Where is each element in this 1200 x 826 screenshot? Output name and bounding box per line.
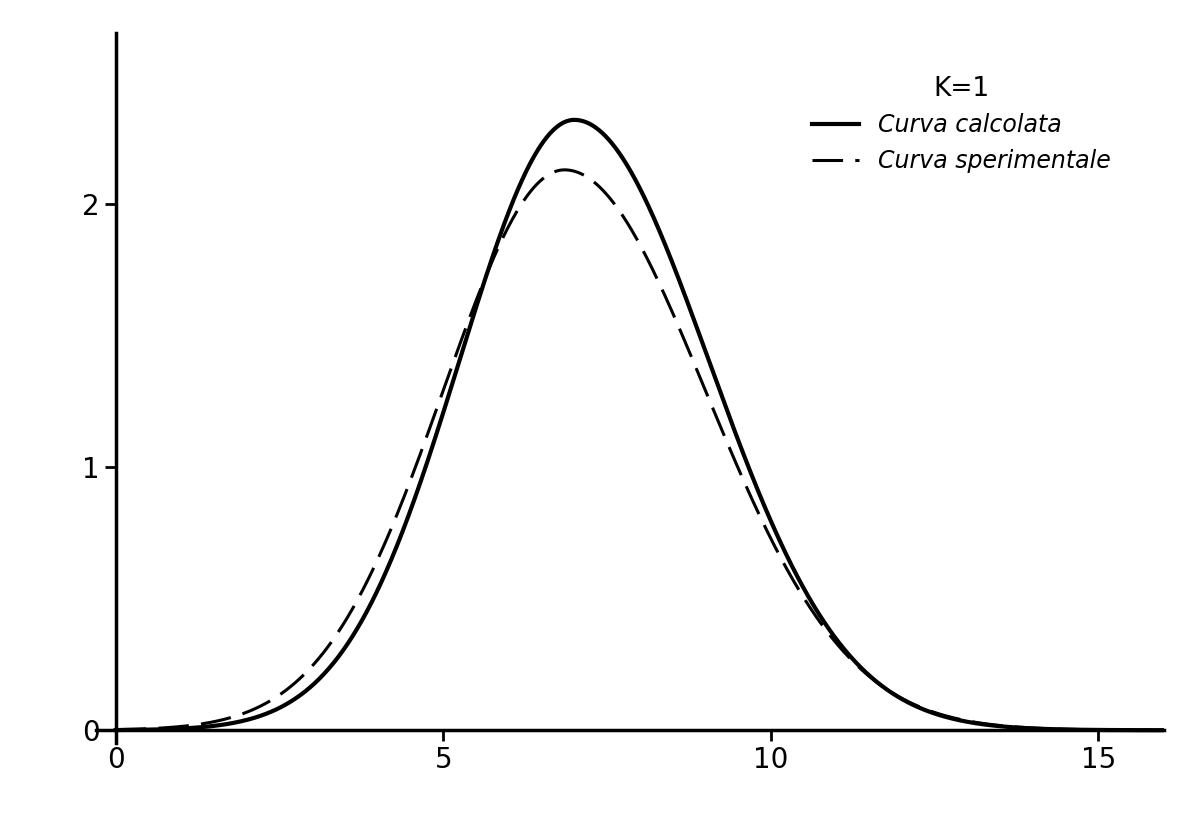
Curva sperimentale [1127,725,1141,735]
Curva sperimentale [1157,725,1171,735]
Curva sperimentale [590,181,605,191]
Curva calcolata [1127,725,1141,735]
Curva sperimentale [935,710,949,719]
Curva sperimentale [557,165,571,175]
Curva sperimentale [108,724,122,734]
Legend: Curva calcolata, Curva sperimentale: Curva calcolata, Curva sperimentale [803,66,1120,183]
Curva calcolata [619,159,634,169]
Curva sperimentale [1127,725,1141,735]
Line: Curva sperimentale: Curva sperimentale [115,170,1164,730]
Curva calcolata [935,711,949,721]
Curva calcolata [1157,725,1171,735]
Curva calcolata [108,725,122,735]
Curva sperimentale [162,723,176,733]
Curva sperimentale [619,216,634,225]
Line: Curva calcolata: Curva calcolata [115,120,1164,730]
Curva calcolata [1127,725,1141,735]
Curva calcolata [568,115,582,125]
Curva calcolata [590,125,605,135]
Curva calcolata [162,724,176,734]
